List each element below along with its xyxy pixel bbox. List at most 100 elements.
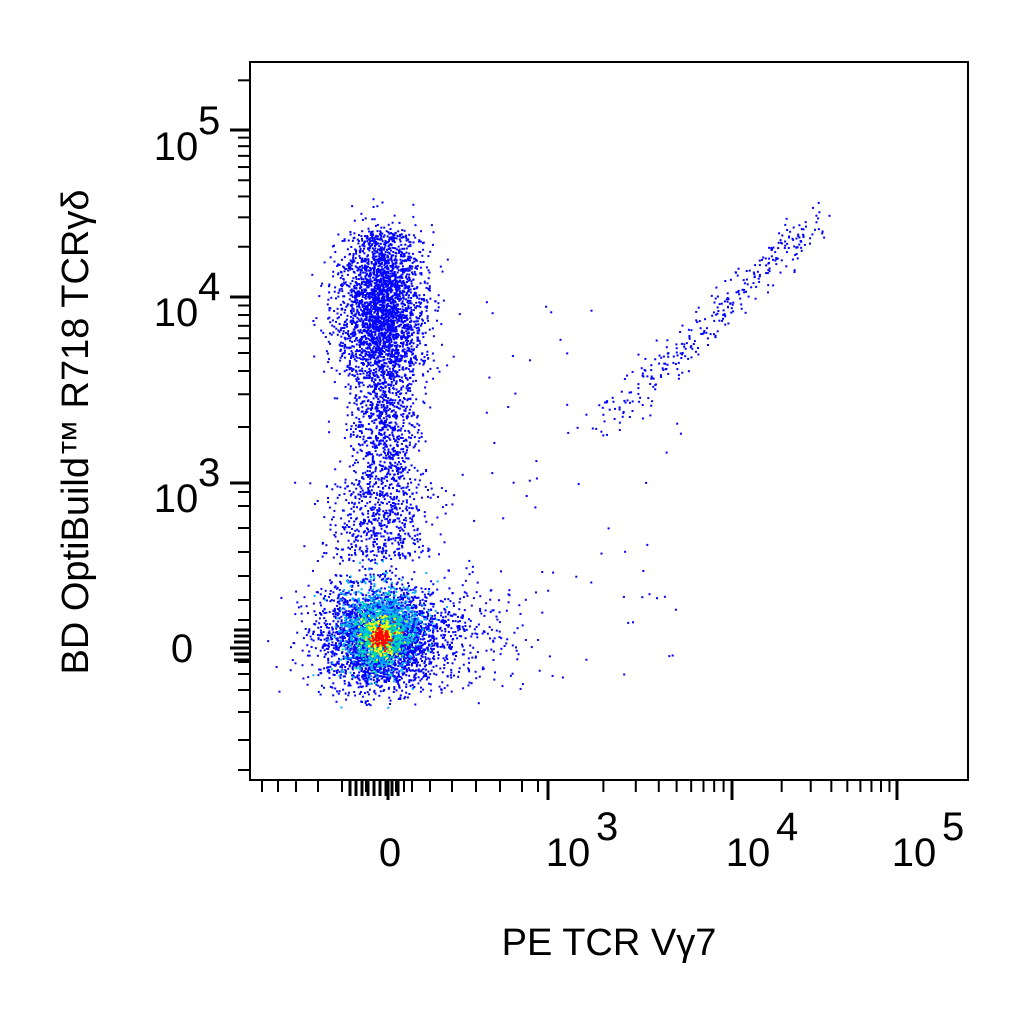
event-dot xyxy=(358,430,361,432)
event-dot xyxy=(403,659,406,662)
event-dot xyxy=(368,580,371,583)
event-dot xyxy=(289,669,292,672)
event-dot xyxy=(357,677,360,680)
event-dot xyxy=(363,495,366,498)
event-dot xyxy=(367,437,370,439)
event-dot xyxy=(424,641,427,644)
event-dot xyxy=(409,521,412,524)
event-dot xyxy=(330,651,333,653)
event-dot xyxy=(418,641,421,644)
event-dot xyxy=(431,592,434,595)
event-dot xyxy=(381,393,384,396)
event-dot xyxy=(409,589,412,591)
event-dot xyxy=(359,613,361,616)
event-dot xyxy=(427,593,430,595)
event-dot xyxy=(398,577,401,580)
event-dot xyxy=(379,379,382,382)
event-dot xyxy=(404,284,407,287)
event-dot xyxy=(424,656,427,659)
event-dot xyxy=(375,683,378,686)
event-dot xyxy=(375,373,378,376)
event-dot xyxy=(432,605,435,608)
event-dot xyxy=(379,494,381,497)
event-dot xyxy=(351,546,353,548)
event-dot xyxy=(348,368,351,371)
event-dot xyxy=(374,247,377,250)
event-dot xyxy=(421,638,424,641)
event-dot xyxy=(383,378,386,381)
event-dot xyxy=(397,502,400,505)
event-dot xyxy=(353,636,356,638)
event-dot xyxy=(395,372,398,375)
event-dot xyxy=(335,623,338,626)
event-dot xyxy=(379,667,381,670)
event-dot xyxy=(376,376,379,379)
event-dot xyxy=(406,414,409,417)
event-dot xyxy=(339,628,342,631)
event-dot xyxy=(416,533,419,536)
event-dot xyxy=(369,573,372,576)
event-dot xyxy=(327,644,330,647)
event-dot xyxy=(390,254,393,257)
event-dot xyxy=(339,486,342,489)
event-dot xyxy=(336,604,338,607)
event-dot xyxy=(348,531,351,534)
event-dot xyxy=(403,681,405,684)
event-dot xyxy=(362,477,365,480)
event-dot xyxy=(401,265,404,268)
event-dot xyxy=(369,610,372,613)
event-dot xyxy=(405,499,408,502)
event-dot xyxy=(378,509,381,512)
event-dot xyxy=(346,603,349,606)
event-dot xyxy=(338,633,341,636)
event-dot xyxy=(352,505,355,508)
event-dot xyxy=(325,544,328,547)
event-dot xyxy=(373,241,376,244)
event-dot xyxy=(403,477,406,480)
event-dot xyxy=(345,652,348,655)
event-dot xyxy=(352,433,355,436)
event-dot xyxy=(309,635,312,638)
event-dot xyxy=(382,690,385,692)
event-dot xyxy=(389,512,392,515)
event-dot xyxy=(377,486,380,488)
event-dot xyxy=(382,609,385,612)
event-dot xyxy=(410,596,413,599)
event-dot xyxy=(388,521,391,524)
event-dot xyxy=(331,626,334,629)
event-dot xyxy=(421,653,424,656)
event-dot xyxy=(360,659,363,662)
event-dot xyxy=(332,673,335,676)
event-dot xyxy=(343,675,346,678)
event-dot xyxy=(433,642,436,645)
event-dot xyxy=(392,635,395,638)
event-dot xyxy=(339,341,342,344)
event-dot xyxy=(422,632,425,634)
event-dot xyxy=(345,644,348,646)
event-dot xyxy=(303,596,306,599)
event-dot xyxy=(401,474,404,477)
event-dot xyxy=(319,668,322,671)
event-dot xyxy=(370,489,373,492)
event-dot xyxy=(318,622,321,625)
event-dot xyxy=(437,654,440,656)
event-dot xyxy=(366,483,369,485)
event-dot xyxy=(415,379,417,382)
event-dot xyxy=(384,329,387,332)
event-dot xyxy=(371,256,374,259)
event-dot xyxy=(394,282,397,285)
event-dot xyxy=(419,638,422,641)
event-dot xyxy=(398,369,401,371)
event-dot xyxy=(352,447,355,450)
event-dot xyxy=(306,683,309,686)
event-dot xyxy=(418,648,420,651)
event-dot xyxy=(360,506,363,509)
event-dot xyxy=(371,475,374,478)
event-dot xyxy=(310,646,313,648)
event-dot xyxy=(412,659,415,662)
event-dot xyxy=(348,613,351,616)
event-dot xyxy=(405,668,408,671)
event-dot xyxy=(383,495,385,498)
event-dot xyxy=(438,370,441,373)
event-dot xyxy=(334,535,337,538)
